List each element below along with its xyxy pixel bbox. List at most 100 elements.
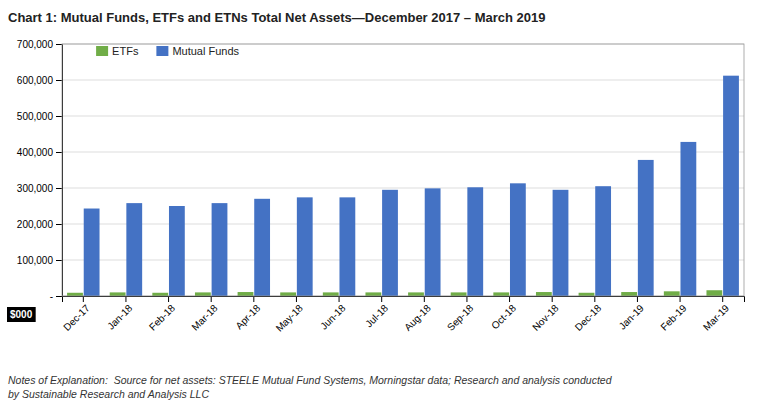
tick-label: 500,000: [17, 111, 54, 122]
bar: [212, 203, 228, 296]
tick-mark: [637, 296, 638, 302]
tick-mark: [56, 80, 62, 81]
legend-swatch: [156, 46, 168, 56]
bar: [723, 76, 739, 296]
bar: [451, 292, 467, 296]
tick-mark: [552, 296, 553, 302]
tick: 100,000: [17, 255, 62, 266]
bar: [126, 203, 142, 296]
y-axis-label: $000: [10, 309, 33, 320]
bar: [493, 292, 509, 296]
title: Chart 1: Mutual Funds, ETFs and ETNs Tot…: [8, 10, 546, 25]
tick-label: Feb-19: [658, 302, 688, 332]
tick-label: -: [50, 291, 53, 302]
tick: Jul-18: [363, 296, 390, 329]
tick-mark: [125, 296, 126, 302]
tick-mark: [56, 188, 62, 189]
tick: Feb-18: [147, 296, 177, 333]
bar: [297, 197, 313, 296]
footnote: Notes of Explanation: Source for net ass…: [8, 374, 613, 400]
tick-label: Aug-18: [402, 302, 433, 333]
tick-label: Jun-18: [318, 302, 348, 332]
axis-line: [63, 297, 745, 303]
tick-mark: [381, 296, 382, 302]
tick-label: Dec-17: [61, 302, 92, 333]
bar: [579, 293, 595, 296]
bar: [382, 190, 398, 296]
bar: [638, 160, 654, 296]
tick-mark: [296, 296, 297, 302]
bar: [110, 292, 126, 296]
grid-line: [62, 80, 744, 81]
tick: 400,000: [17, 147, 62, 158]
tick: May-18: [274, 296, 306, 334]
tick-label: Jan-18: [105, 302, 135, 332]
y-axis: - 100,000 200,000 300,000 400,000 500,000 600,…: [17, 39, 63, 302]
bar: [553, 190, 569, 296]
tick-label: 700,000: [17, 39, 54, 50]
tick: Oct-18: [489, 296, 518, 331]
bar: [595, 186, 611, 296]
tick-label: 100,000: [17, 255, 54, 266]
tick-mark: [168, 296, 169, 302]
tick-mark: [424, 296, 425, 302]
bar: [365, 292, 381, 296]
legend-item: ETFs: [96, 45, 139, 57]
tick-label: Nov-18: [530, 302, 561, 333]
bars: [67, 76, 739, 296]
tick-mark: [509, 296, 510, 302]
tick-mark: [253, 296, 254, 302]
bar: [323, 292, 339, 296]
x-axis: Dec-17 Jan-18 Feb-18 Mar-18 Apr-18 May-18 Jun-…: [61, 296, 744, 334]
tick-mark: [211, 296, 212, 302]
tick-mark: [680, 296, 681, 302]
tick-label: Apr-18: [233, 302, 262, 331]
tick-label: May-18: [274, 302, 306, 334]
bar: [84, 209, 100, 296]
bar: [67, 293, 83, 296]
tick-mark: [56, 260, 62, 261]
tick: -: [50, 291, 62, 302]
bar: [425, 188, 441, 296]
grid-line: [62, 116, 744, 117]
bar: [238, 292, 254, 296]
tick-label: 300,000: [17, 183, 54, 194]
tick-label: 600,000: [17, 75, 54, 86]
tick: 600,000: [17, 75, 62, 86]
plot: - 100,000 200,000 300,000 400,000 500,000 600,…: [17, 39, 745, 334]
bar: [408, 292, 424, 296]
bar: [664, 291, 680, 296]
tick-label: Sep-18: [445, 302, 476, 333]
tick-label: Feb-18: [147, 302, 177, 332]
tick: Nov-18: [530, 296, 561, 333]
tick-label: Mar-18: [189, 302, 219, 332]
bar: [169, 206, 185, 296]
bar: [621, 292, 637, 296]
tick-mark: [339, 296, 340, 302]
legend-label: ETFs: [112, 45, 139, 57]
bar: [706, 290, 722, 296]
tick: 300,000: [17, 183, 62, 194]
tick: Feb-19: [658, 296, 688, 333]
bar: [510, 183, 526, 296]
tick-mark: [466, 296, 467, 302]
plot-frame: [62, 44, 744, 296]
grid: [62, 44, 744, 296]
bar: [152, 293, 168, 296]
tick-mark: [56, 116, 62, 117]
tick: Dec-18: [573, 296, 604, 333]
tick: Jan-19: [617, 296, 647, 332]
tick: Jan-18: [105, 296, 135, 332]
tick: Apr-18: [233, 296, 262, 331]
tick: Aug-18: [402, 296, 433, 333]
legend-label: Mutual Funds: [172, 45, 239, 57]
tick: 200,000: [17, 219, 62, 230]
tick-mark: [722, 296, 723, 302]
tick-label: Dec-18: [573, 302, 604, 333]
bar: [280, 292, 296, 296]
tick-mark: [83, 296, 84, 302]
bar-series: [84, 76, 739, 296]
bar: [680, 142, 696, 296]
tick: 500,000: [17, 111, 62, 122]
tick-mark: [56, 224, 62, 225]
